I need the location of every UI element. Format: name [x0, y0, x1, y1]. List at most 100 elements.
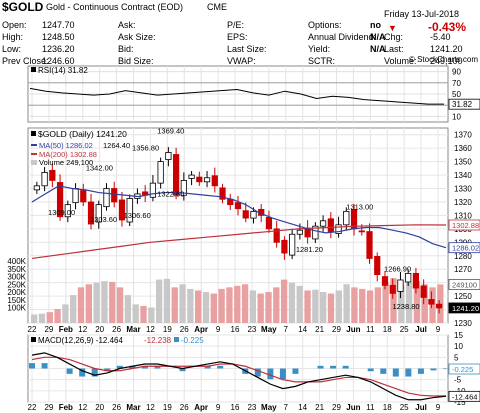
- volume-bar: [249, 290, 257, 323]
- ma200-line: [31, 224, 447, 260]
- candle-body: [358, 230, 365, 233]
- macd-tick-label: -5: [454, 376, 462, 385]
- price-annotation: 1322.60: [157, 189, 184, 198]
- x-tick-label-bottom: Jul: [415, 403, 427, 412]
- x-tick-label-bottom: 23: [247, 403, 256, 412]
- candle-body: [33, 185, 40, 191]
- price-annotation: 1342.00: [86, 163, 113, 172]
- volume-legend-swatch: [31, 160, 37, 165]
- volume-bar: [312, 289, 319, 323]
- x-tick-label-top: 26: [180, 325, 189, 334]
- volume-bar: [210, 293, 217, 323]
- last-price-badge-box: [448, 302, 480, 314]
- volume-bar: [241, 284, 249, 323]
- macd-histogram-bar: [91, 368, 98, 377]
- col4-value-0: no: [370, 20, 381, 30]
- col1-label-3: Prev Close:: [2, 56, 49, 66]
- macd-histogram-bar: [204, 365, 211, 369]
- col1-value-0: 1247.70: [42, 20, 75, 30]
- col5-value-0: -5.40: [430, 32, 451, 42]
- candle-body: [111, 188, 118, 203]
- x-tick-label-top: Jul: [415, 325, 427, 334]
- x-tick-label-top: Jun: [346, 325, 360, 334]
- volume-bar: [38, 313, 46, 323]
- ma50-badge-box: [448, 242, 480, 254]
- volume-bar: [70, 295, 77, 323]
- x-tick-label-bottom: 18: [383, 403, 392, 412]
- macd-histogram-bar: [116, 365, 123, 369]
- candle-body: [412, 272, 420, 289]
- rsi-badge-box: [448, 98, 480, 110]
- candle-body: [234, 202, 242, 210]
- candle-body: [211, 175, 218, 187]
- volume-tick-label: 100K: [7, 304, 26, 313]
- volume-bar: [421, 284, 428, 323]
- volume-bar: [179, 284, 186, 323]
- volume-bar: [351, 287, 358, 323]
- volume-bar: [343, 284, 350, 323]
- volume-bar: [359, 288, 366, 323]
- price-tick-label: 1310: [454, 211, 472, 220]
- candle-body: [227, 198, 234, 206]
- col1-label-2: Low:: [2, 44, 22, 54]
- x-tick-label-top: 21: [315, 325, 324, 334]
- price-annotation: 1356.80: [132, 143, 159, 152]
- col3-label-2: Last Size:: [227, 44, 267, 54]
- rsi-legend-text: RSI(14) 31.82: [38, 66, 88, 75]
- volume-bar: [148, 307, 155, 323]
- ma200-badge-box: [448, 219, 480, 231]
- candle-body: [80, 190, 87, 203]
- candle-body: [118, 199, 126, 221]
- ma50-legend-text: MA(50) 1286.02: [39, 141, 93, 150]
- rsi-line: [29, 87, 445, 105]
- macd-line: [31, 352, 447, 401]
- candle-body: [312, 225, 319, 240]
- volume-bar: [202, 292, 210, 323]
- candle-body: [397, 279, 404, 292]
- col1-label-0: Open:: [2, 20, 27, 30]
- candle-body: [289, 233, 296, 256]
- macd-histogram-bar: [267, 368, 274, 380]
- candle-body: [436, 303, 443, 309]
- candle-body: [64, 204, 71, 218]
- macd-histogram-bar: [417, 368, 424, 374]
- macd-histogram-bar: [342, 365, 349, 369]
- col5-value-1: 1241.20: [430, 44, 463, 54]
- candle-body: [165, 152, 172, 161]
- volume-badge-text: 249100: [452, 280, 477, 289]
- x-tick-label-top: Mar: [126, 325, 140, 334]
- macd-histogram-bar: [79, 368, 86, 377]
- x-tick-label-bottom: 29: [332, 403, 341, 412]
- macd-histogram-bar: [179, 368, 186, 372]
- candle-body: [41, 171, 48, 187]
- col5-label-1: Last:: [384, 44, 404, 54]
- x-tick-label-bottom: 7: [284, 403, 289, 412]
- col5-label-0: Chg:: [384, 32, 404, 42]
- macd-signal-line: [31, 356, 447, 397]
- volume-tick-label: 200K: [7, 288, 26, 297]
- x-tick-label-top: 26: [112, 325, 121, 334]
- x-tick-label-bottom: 19: [163, 403, 172, 412]
- macd-histogram-bar: [141, 365, 148, 369]
- ma50-line: [31, 185, 447, 249]
- macd-histogram-bar: [380, 368, 387, 374]
- volume-tick-label: 150K: [7, 296, 26, 305]
- rsi-tick-label: 50: [452, 90, 461, 99]
- candle-body: [95, 204, 102, 223]
- candle-body: [188, 174, 195, 179]
- macd-hist-badge-box: [448, 363, 480, 375]
- volume-bar: [93, 282, 100, 323]
- volume-bar: [140, 305, 147, 323]
- macd-hist-legend: -0.225: [181, 336, 204, 345]
- x-tick-label-top: 22: [28, 325, 37, 334]
- price-tick-label: 1230: [454, 319, 472, 328]
- x-tick-label-top: 16: [231, 325, 240, 334]
- macd-histogram-bar: [405, 368, 412, 377]
- candle-body: [157, 161, 164, 184]
- volume-bar: [398, 285, 405, 323]
- col4-value-1: N/A: [370, 32, 386, 42]
- volume-bar: [288, 282, 296, 323]
- macd-tick-label: 15: [454, 331, 463, 340]
- price-tick-label: 1340: [454, 171, 472, 180]
- col2-label-2: Bid:: [118, 44, 134, 54]
